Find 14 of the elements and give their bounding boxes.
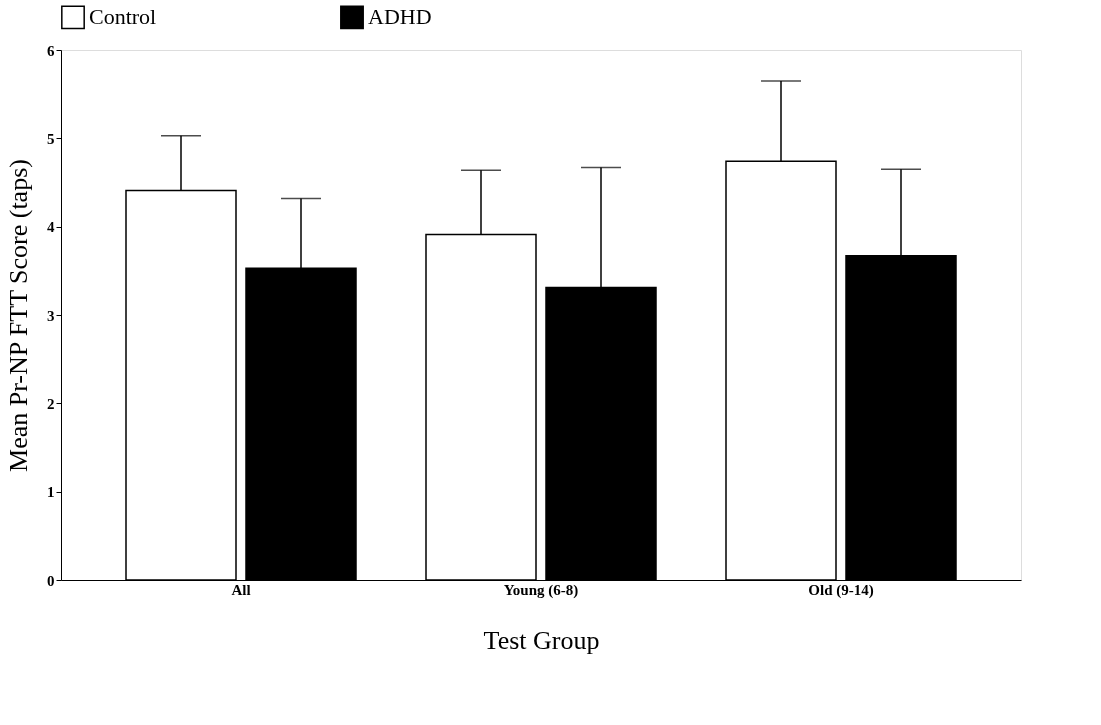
y-tick-label: 0 bbox=[47, 572, 55, 589]
x-axis-title: Test Group bbox=[483, 625, 600, 655]
x-tick-label: Young (6-8) bbox=[503, 581, 579, 599]
y-tick-label: 3 bbox=[47, 307, 55, 324]
y-tick-label: 1 bbox=[47, 484, 55, 501]
y-tick-label: 4 bbox=[47, 219, 55, 236]
x-tick-label: Old (9-14) bbox=[808, 581, 874, 599]
y-tick-label: 6 bbox=[47, 42, 55, 59]
x-tick-label: All bbox=[231, 581, 251, 598]
legend-label: ADHD bbox=[368, 4, 432, 30]
y-tick-label: 5 bbox=[47, 130, 55, 147]
y-tick-label: 2 bbox=[47, 395, 55, 412]
legend-label: Control bbox=[89, 4, 157, 30]
y-axis-title: Mean Pr-NP FTT Score (taps) bbox=[4, 159, 33, 472]
